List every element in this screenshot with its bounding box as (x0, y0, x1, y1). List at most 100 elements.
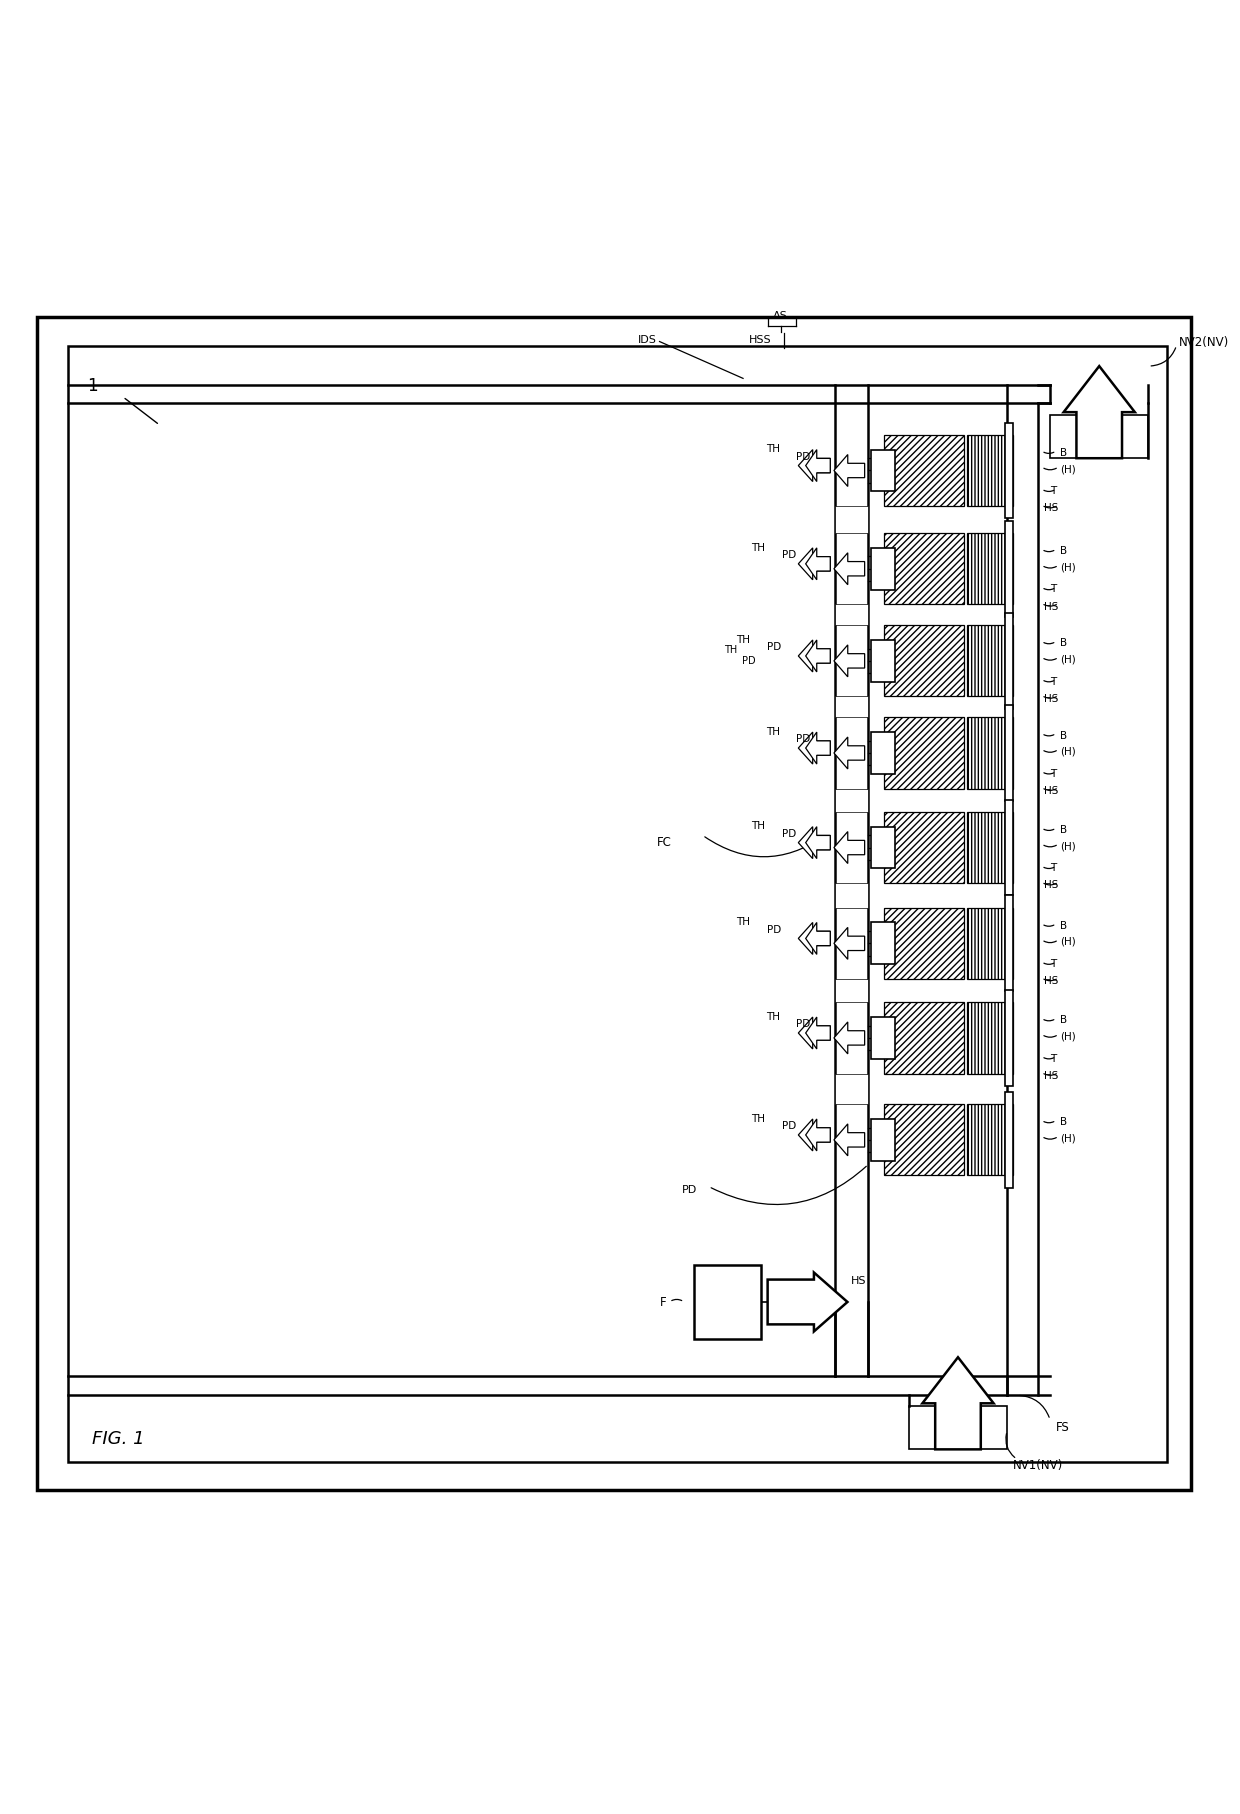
Text: T: T (1050, 958, 1056, 969)
Bar (1004, 896, 1013, 992)
Bar (884, 909, 965, 980)
Text: FIG. 1: FIG. 1 (92, 1429, 145, 1448)
Text: PD: PD (796, 452, 811, 461)
Text: (H): (H) (1060, 1030, 1075, 1041)
Text: PD: PD (766, 642, 781, 651)
Text: PD: PD (766, 923, 781, 934)
Bar (870, 450, 895, 492)
Polygon shape (806, 1119, 831, 1152)
Text: (H): (H) (1060, 936, 1075, 947)
Polygon shape (806, 923, 831, 954)
Polygon shape (768, 1273, 847, 1331)
Text: NV1(NV): NV1(NV) (1013, 1458, 1064, 1471)
Bar (967, 813, 1013, 883)
Text: B: B (1060, 731, 1068, 740)
Bar (967, 718, 1013, 789)
Bar (1004, 990, 1013, 1087)
Polygon shape (799, 1119, 831, 1152)
Text: T: T (1050, 584, 1056, 593)
Text: (H): (H) (1060, 746, 1075, 756)
Bar (909, 1406, 1007, 1449)
Text: B: B (1060, 546, 1068, 557)
Text: T: T (1050, 677, 1056, 686)
Polygon shape (835, 455, 864, 488)
Text: T: T (1050, 1052, 1056, 1063)
Text: TH: TH (751, 822, 765, 831)
Text: F: F (660, 1295, 667, 1308)
Text: (H): (H) (1060, 655, 1075, 664)
Text: HSS: HSS (749, 336, 771, 345)
Text: NV2(NV): NV2(NV) (1179, 336, 1229, 348)
Polygon shape (835, 833, 864, 863)
Text: TH: TH (766, 444, 780, 454)
Text: HS: HS (1044, 502, 1058, 513)
Bar (1004, 423, 1013, 519)
Text: HS: HS (1044, 1070, 1058, 1079)
Polygon shape (799, 548, 831, 580)
Text: B: B (1060, 1117, 1068, 1126)
Bar (884, 813, 965, 883)
Polygon shape (806, 827, 831, 860)
Text: B: B (1060, 920, 1068, 931)
Polygon shape (1064, 366, 1135, 459)
Text: T: T (1050, 486, 1056, 495)
Bar (884, 533, 965, 606)
Text: PD: PD (781, 1121, 796, 1130)
Polygon shape (799, 450, 831, 483)
Bar (884, 1105, 965, 1175)
Text: B: B (1060, 639, 1068, 648)
Text: T: T (1050, 863, 1056, 873)
Text: TH: TH (737, 916, 750, 927)
Polygon shape (806, 1018, 831, 1048)
Text: HS: HS (1044, 600, 1058, 611)
Text: (H): (H) (1060, 840, 1075, 851)
Polygon shape (799, 1018, 831, 1048)
Polygon shape (799, 640, 831, 673)
Text: (H): (H) (1060, 464, 1075, 473)
Bar (884, 1003, 965, 1074)
Bar (967, 435, 1013, 506)
Text: (H): (H) (1060, 1132, 1075, 1143)
Text: HS: HS (1044, 976, 1058, 985)
Bar (1004, 800, 1013, 896)
Polygon shape (835, 1125, 864, 1156)
Polygon shape (835, 646, 864, 677)
Bar (967, 626, 1013, 697)
Polygon shape (806, 548, 831, 580)
Text: PD: PD (742, 655, 755, 666)
Text: IDS: IDS (639, 336, 657, 345)
Text: HS: HS (851, 1275, 867, 1284)
Polygon shape (835, 1023, 864, 1054)
Text: HS: HS (1044, 880, 1058, 891)
Bar (836, 697, 868, 718)
Polygon shape (835, 553, 864, 586)
Text: TH: TH (724, 644, 737, 655)
Bar (836, 506, 868, 533)
Polygon shape (835, 929, 864, 960)
Text: TH: TH (737, 635, 750, 644)
Text: PD: PD (682, 1185, 697, 1194)
Bar (836, 883, 868, 909)
Text: PD: PD (796, 735, 811, 744)
Bar (694, 1266, 761, 1339)
Text: TH: TH (751, 542, 765, 551)
Bar (870, 923, 895, 965)
Bar (870, 733, 895, 775)
Polygon shape (923, 1357, 993, 1449)
Bar (1004, 1092, 1013, 1188)
Bar (870, 827, 895, 869)
Bar (870, 1018, 895, 1059)
Polygon shape (799, 923, 831, 954)
Bar (1004, 706, 1013, 802)
Text: FC: FC (657, 836, 672, 849)
Bar (967, 909, 1013, 980)
Bar (1050, 415, 1148, 459)
Polygon shape (799, 827, 831, 860)
Bar (836, 1074, 868, 1105)
Text: TH: TH (766, 726, 780, 736)
Text: T: T (1050, 767, 1056, 778)
Bar (836, 789, 868, 813)
Bar (870, 1119, 895, 1161)
Bar (870, 640, 895, 682)
Text: AS: AS (773, 310, 787, 321)
